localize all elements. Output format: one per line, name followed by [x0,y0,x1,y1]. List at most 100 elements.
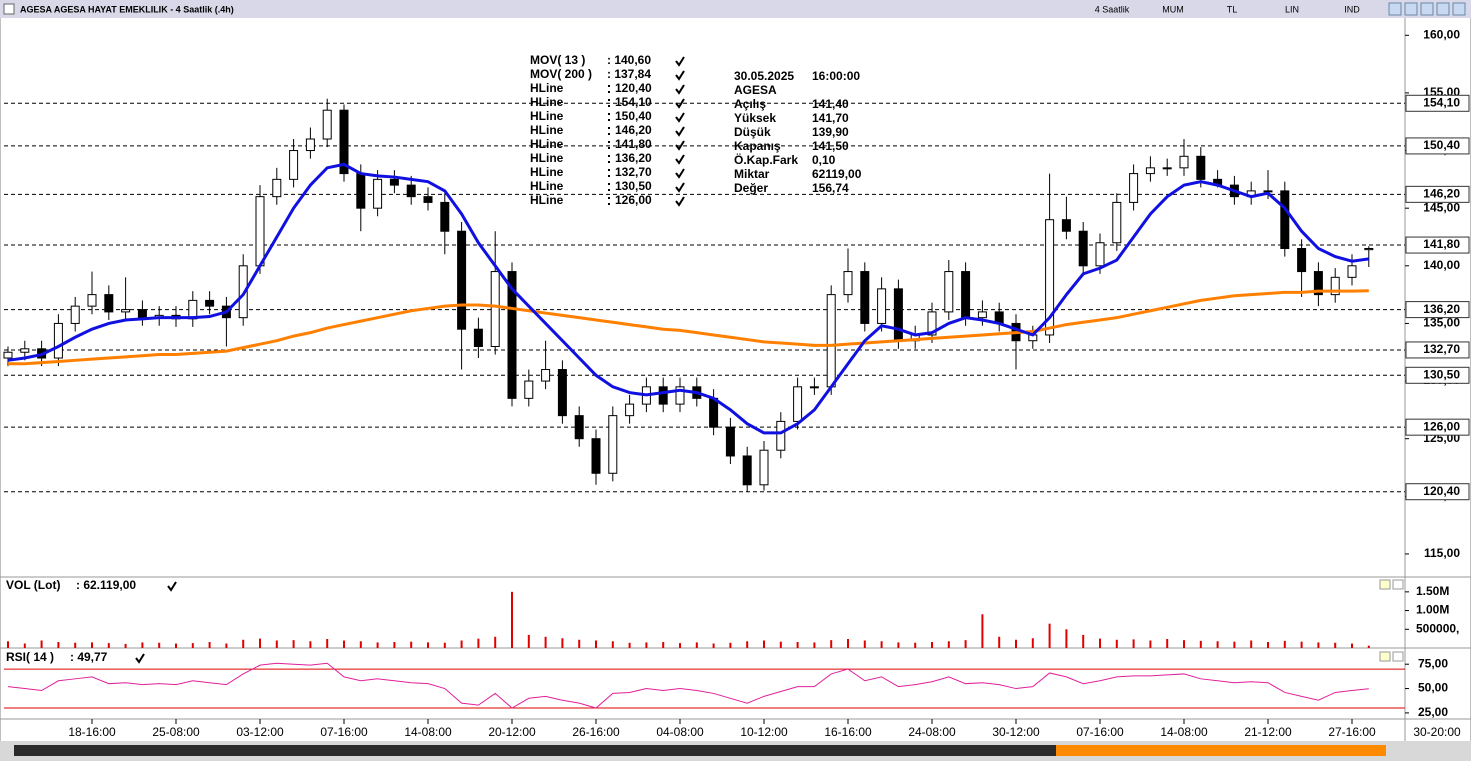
volume-bar [427,642,429,648]
volume-bar [695,642,698,648]
legend-sep-dot [608,85,610,87]
info-label: Ö.Kap.Fark [734,152,798,167]
candle-body [658,386,668,405]
x-tick-label: 24-08:00 [908,725,956,739]
candle-body [1045,219,1055,336]
legend-sep-dot [608,197,610,199]
volume-bar [1233,641,1236,648]
legend-name: HLine [530,123,564,137]
legend-readout: 146,20 [615,123,652,137]
x-tick-label: 16-16:00 [824,725,872,739]
visible-check[interactable] [167,581,177,592]
volume-bar [1351,643,1353,648]
volume-bar [275,640,278,648]
hline-tag [1405,418,1470,436]
visible-check[interactable] [675,98,685,109]
volume-bar [376,642,379,648]
legend-name: MOV( 200 ) [530,67,592,81]
panel-button[interactable] [1379,579,1391,590]
volume-bar [880,641,883,648]
volume-bar [343,640,345,648]
x-end-label: 30-20:00 [1413,725,1461,739]
candle-body [977,311,987,319]
window-button[interactable] [1388,2,1402,16]
close-box[interactable] [3,3,15,15]
candle-body [1061,219,1071,232]
visible-check[interactable] [675,70,685,81]
hline-tag [1405,483,1470,501]
volume-bar [359,641,362,648]
legend-readout: 136,20 [615,151,652,165]
window-button[interactable] [1452,2,1466,16]
volume-bar [124,643,127,648]
x-tick-label: 07-16:00 [1076,725,1124,739]
candle-body [1196,155,1206,180]
candle-body [608,415,618,474]
hline-tag [1405,137,1470,155]
toolbar-item[interactable]: LIN [1285,4,1299,14]
window-button[interactable] [1436,2,1450,16]
candle-body [944,271,954,313]
scrollbar-thumb[interactable] [1056,745,1386,756]
legend-sep-dot [608,175,610,177]
candle-body [1364,248,1374,251]
legend-sep-dot [608,189,610,191]
candle-body [759,449,769,486]
candle-body [1280,190,1290,250]
rsi-line [7,662,1369,709]
hline-tag-label: 126,00 [1423,419,1460,433]
visible-check[interactable] [675,168,685,179]
hline-tag-label: 136,20 [1423,302,1460,316]
legend-sep-dot [608,133,610,135]
visible-check[interactable] [675,126,685,137]
visible-check[interactable] [675,56,685,67]
info-label: Değer [734,181,768,195]
volume-bar [91,642,93,648]
candle-body [709,397,719,428]
volume-bar [863,640,866,648]
volume-bar [511,591,513,648]
candle-body [1145,167,1155,175]
window-button[interactable] [1404,2,1418,16]
volume-bar [175,643,177,648]
x-tick-label: 04-08:00 [656,725,704,739]
visible-check[interactable] [675,140,685,151]
volume-bar [107,643,110,648]
hline-tag-label: 154,10 [1423,95,1460,109]
panel-button[interactable] [1379,651,1391,662]
y-tick-label: 500000, [1416,621,1459,635]
visible-check[interactable] [135,653,145,664]
candle-body [406,184,416,198]
panel-button[interactable] [1392,651,1404,662]
hline-tag [1405,366,1470,384]
volume-bar [1334,642,1337,648]
toolbar-item[interactable]: IND [1344,4,1360,14]
toolbar-item[interactable]: 4 Saatlik [1095,4,1130,14]
candle-body [1313,271,1323,296]
toolbar-item[interactable]: MUM [1162,4,1184,14]
volume-bar [460,640,463,648]
y-tick-label: 1.00M [1416,603,1449,617]
legend-name: MOV( 13 ) [530,53,585,67]
visible-check[interactable] [675,182,685,193]
candle-body [1347,265,1357,278]
visible-check[interactable] [675,112,685,123]
hline-tag-label: 120,40 [1423,484,1460,498]
legend-readout: 126,00 [615,193,652,207]
volume-bar [914,642,917,648]
candle-body [289,150,299,180]
scrollbar[interactable] [14,745,1386,756]
visible-check[interactable] [675,84,685,95]
window-button[interactable] [1420,2,1434,16]
candle-body [1129,173,1139,203]
panel-button[interactable] [1392,579,1404,590]
hline-tag [1405,341,1470,359]
visible-check[interactable] [675,154,685,165]
info-label: Yüksek [734,111,776,125]
visible-check[interactable] [675,196,685,207]
candle-body [121,309,131,313]
toolbar-item[interactable]: TL [1227,4,1238,14]
